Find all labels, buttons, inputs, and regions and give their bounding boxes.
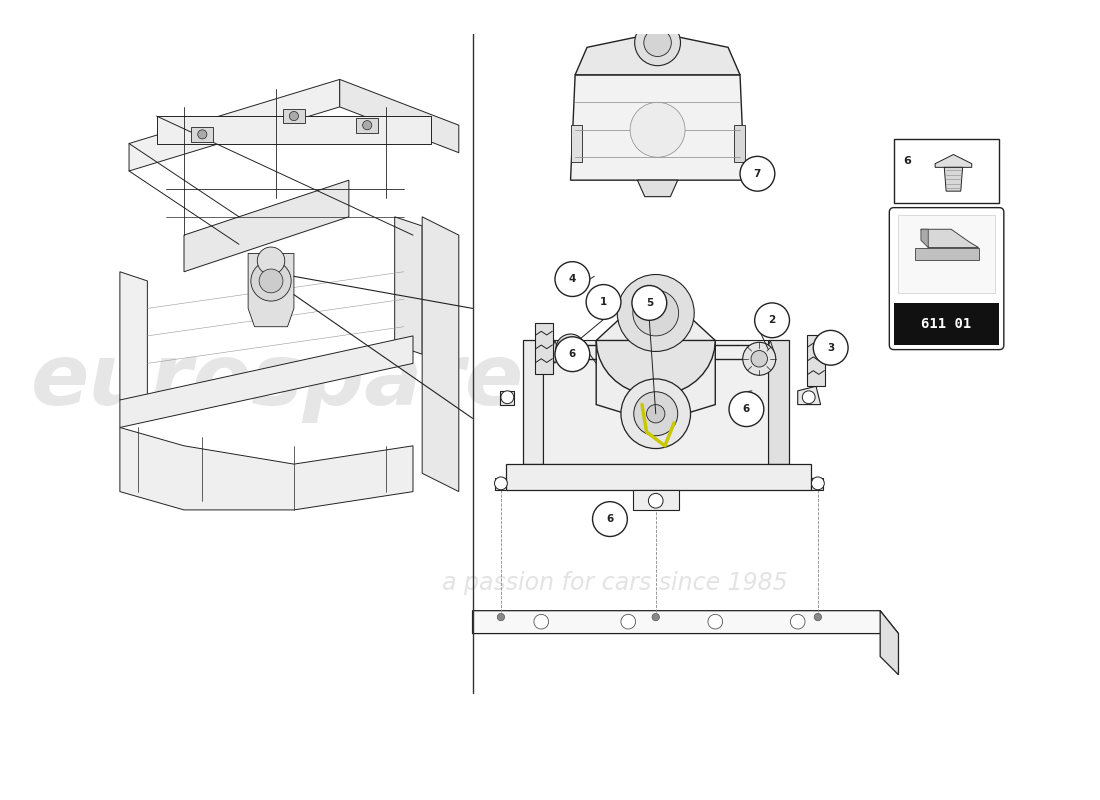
Circle shape: [251, 261, 292, 301]
Polygon shape: [812, 478, 824, 490]
Polygon shape: [596, 286, 715, 423]
Circle shape: [363, 121, 372, 130]
Circle shape: [635, 20, 681, 66]
Text: 6: 6: [569, 349, 576, 359]
Circle shape: [534, 614, 549, 629]
Circle shape: [791, 614, 805, 629]
Polygon shape: [535, 323, 553, 374]
Circle shape: [497, 614, 505, 621]
Bar: [899, 215, 994, 293]
Circle shape: [556, 334, 585, 363]
Polygon shape: [571, 75, 745, 180]
Polygon shape: [571, 126, 582, 162]
Text: 1: 1: [600, 297, 607, 307]
FancyBboxPatch shape: [889, 208, 1004, 350]
Circle shape: [647, 405, 664, 423]
Text: 7: 7: [754, 169, 761, 178]
Polygon shape: [473, 610, 899, 634]
Bar: [894, 139, 999, 203]
Circle shape: [556, 337, 590, 372]
Circle shape: [593, 502, 627, 537]
Polygon shape: [395, 217, 422, 354]
Circle shape: [260, 269, 283, 293]
Polygon shape: [495, 478, 506, 490]
Polygon shape: [522, 341, 543, 464]
Circle shape: [257, 247, 285, 274]
Polygon shape: [129, 79, 340, 171]
Polygon shape: [766, 341, 774, 363]
Circle shape: [652, 614, 659, 621]
Polygon shape: [944, 167, 962, 191]
Polygon shape: [506, 464, 812, 490]
Circle shape: [632, 290, 679, 336]
Text: 6: 6: [903, 156, 911, 166]
Polygon shape: [550, 341, 560, 363]
Bar: [894, 302, 999, 345]
Bar: [356, 118, 378, 133]
Circle shape: [630, 102, 685, 158]
Circle shape: [500, 391, 514, 404]
Circle shape: [617, 274, 694, 351]
Text: 3: 3: [827, 342, 834, 353]
Polygon shape: [734, 126, 745, 162]
Circle shape: [812, 477, 824, 490]
Polygon shape: [632, 490, 679, 510]
Text: 6: 6: [606, 514, 614, 524]
Text: a passion for cars since 1985: a passion for cars since 1985: [442, 571, 788, 595]
Circle shape: [495, 477, 507, 490]
Polygon shape: [807, 335, 825, 386]
Bar: [283, 109, 305, 123]
Circle shape: [740, 156, 774, 191]
Polygon shape: [798, 386, 821, 405]
Polygon shape: [914, 247, 979, 261]
Circle shape: [742, 342, 775, 375]
Circle shape: [620, 379, 691, 449]
Polygon shape: [184, 180, 349, 272]
Circle shape: [644, 29, 671, 57]
Polygon shape: [921, 230, 979, 247]
Circle shape: [631, 286, 667, 320]
Circle shape: [648, 494, 663, 508]
Polygon shape: [156, 116, 431, 143]
Polygon shape: [543, 341, 769, 464]
Polygon shape: [935, 154, 971, 167]
Polygon shape: [769, 341, 789, 464]
Text: 5: 5: [646, 298, 653, 308]
Text: 4: 4: [569, 274, 576, 284]
Circle shape: [813, 330, 848, 365]
Circle shape: [708, 614, 723, 629]
Text: 611 01: 611 01: [922, 317, 971, 330]
Circle shape: [556, 262, 590, 297]
Circle shape: [620, 614, 636, 629]
Polygon shape: [120, 336, 412, 427]
Polygon shape: [596, 341, 715, 395]
Circle shape: [814, 614, 822, 621]
Bar: [191, 127, 213, 142]
Polygon shape: [921, 230, 928, 247]
Polygon shape: [120, 427, 412, 510]
Text: 6: 6: [742, 404, 750, 414]
Circle shape: [802, 391, 815, 404]
Circle shape: [751, 350, 768, 367]
Circle shape: [586, 285, 620, 319]
Circle shape: [634, 392, 678, 436]
Text: eurospares: eurospares: [31, 340, 575, 423]
Polygon shape: [120, 272, 147, 409]
Text: 2: 2: [769, 315, 776, 326]
Polygon shape: [500, 391, 514, 405]
Polygon shape: [340, 79, 459, 153]
Polygon shape: [637, 180, 678, 197]
Polygon shape: [575, 34, 740, 75]
Circle shape: [729, 392, 763, 426]
Circle shape: [289, 111, 298, 121]
Circle shape: [198, 130, 207, 139]
Polygon shape: [249, 254, 294, 326]
Polygon shape: [422, 217, 459, 491]
Circle shape: [755, 303, 790, 338]
Circle shape: [563, 342, 578, 356]
Polygon shape: [880, 610, 899, 675]
